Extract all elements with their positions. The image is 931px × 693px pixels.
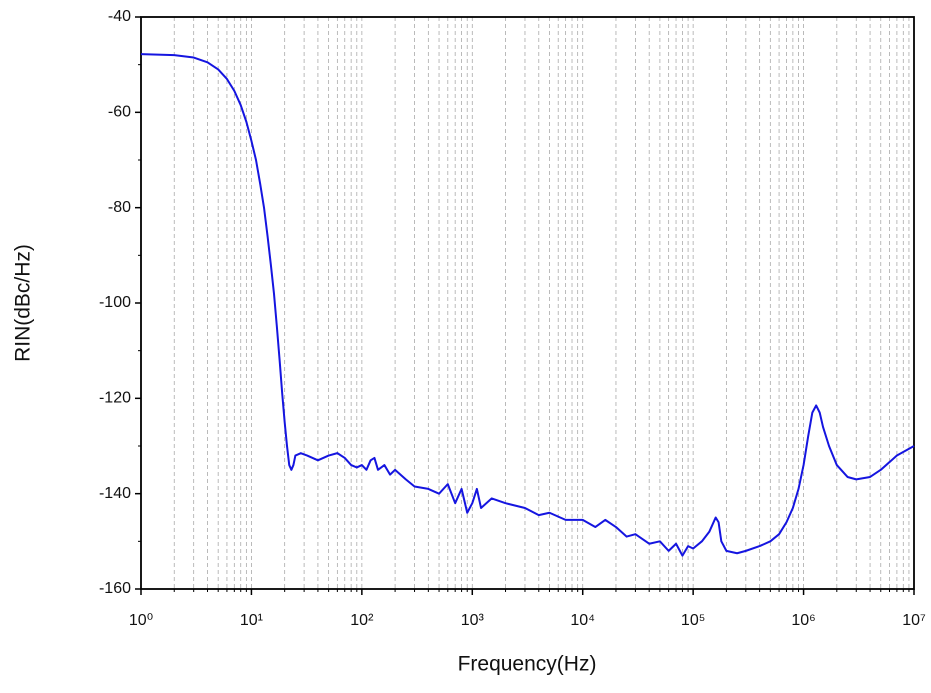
y-tick-label: -140 (99, 485, 131, 502)
y-tick-label: -80 (108, 199, 131, 216)
y-tick-label: -160 (99, 580, 131, 597)
x-tick-label: 10⁵ (681, 612, 705, 629)
x-tick-label: 10⁴ (570, 612, 595, 629)
y-tick-label: -40 (108, 8, 131, 25)
data-line (140, 53, 915, 557)
plot-frame (140, 16, 915, 590)
y-tick-label: -60 (108, 104, 131, 121)
x-tick-label: 10⁶ (791, 612, 815, 629)
y-tick-label: -100 (99, 294, 131, 311)
x-tick-label: 10² (350, 612, 374, 629)
x-tick-label: 10¹ (240, 612, 263, 629)
x-tick-label: 10⁰ (129, 612, 153, 629)
x-tick-label: 10⁷ (902, 612, 926, 629)
y-axis-title: RIN(dBc/Hz) (12, 244, 35, 362)
x-tick-label: 10³ (461, 612, 485, 629)
x-axis-title: Frequency(Hz) (458, 653, 597, 676)
y-tick-label: -120 (99, 390, 131, 407)
